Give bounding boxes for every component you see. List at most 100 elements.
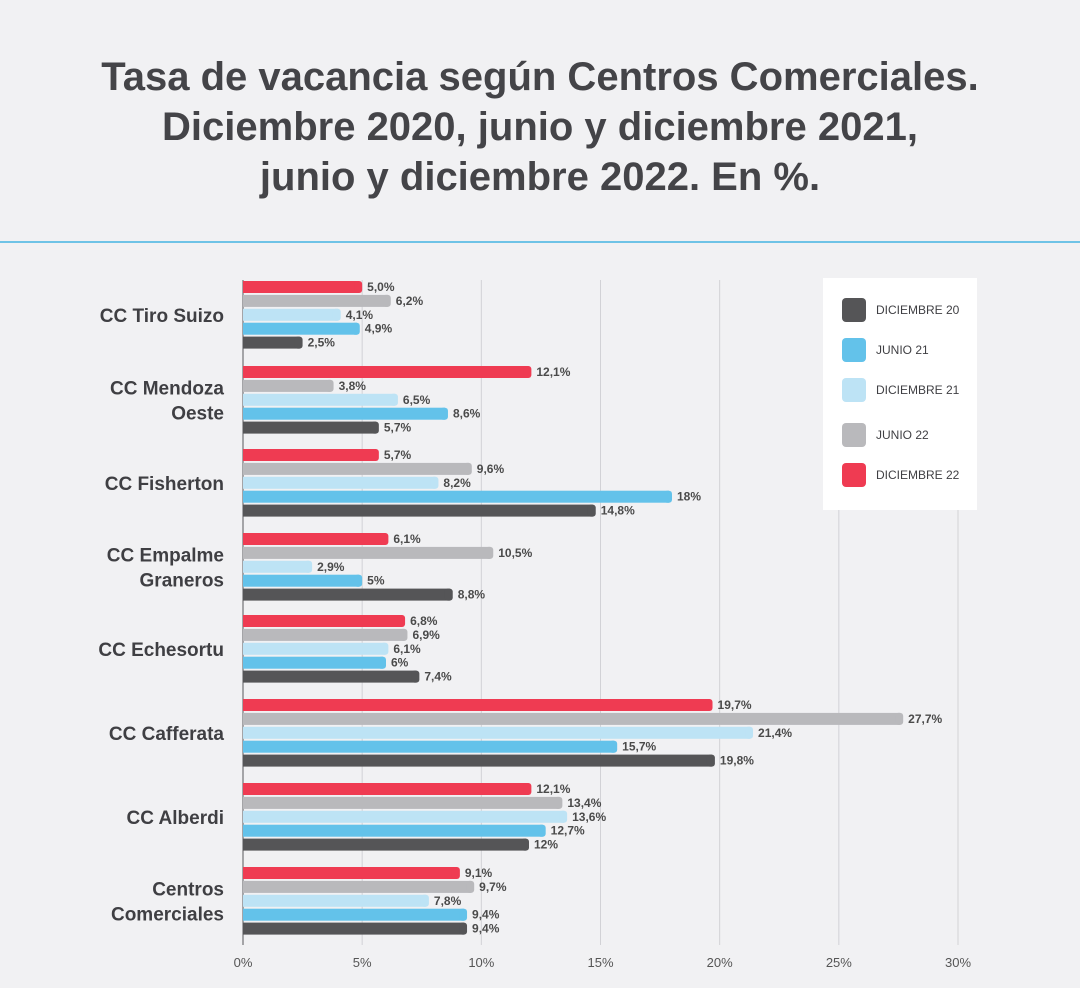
bar-end-diciembre-20	[444, 588, 453, 601]
data-label: 6,8%	[410, 614, 438, 628]
bar-end-junio-21	[609, 740, 618, 753]
bar-diciembre-22	[243, 533, 386, 545]
bar-end-diciembre-21	[304, 560, 313, 573]
bar-end-junio-22	[463, 462, 472, 475]
bar-junio-21	[243, 740, 615, 753]
bar-diciembre-21	[243, 476, 436, 489]
data-label: 9,4%	[472, 908, 500, 922]
bar-end-diciembre-22	[451, 867, 460, 879]
bar-end-diciembre-22	[523, 783, 532, 795]
x-tick-label: 20%	[707, 955, 733, 970]
bar-end-junio-22	[895, 712, 904, 725]
title-divider	[0, 241, 1080, 243]
bar-end-junio-21	[459, 908, 468, 921]
category-label: Centros	[152, 879, 224, 900]
data-label: 9,1%	[465, 866, 493, 880]
data-label: 6,9%	[412, 628, 440, 642]
x-tick-label: 0%	[234, 955, 253, 970]
bars: 5,0%6,2% 4,1%4,9% 2,5% 12,1% 3,8% 6,5% 8,6% 5,7…	[243, 280, 943, 936]
bar-junio-21	[243, 656, 383, 669]
bar-junio-22	[243, 294, 388, 307]
data-label: 6,1%	[393, 642, 421, 656]
legend-label: DICIEMBRE 21	[876, 383, 960, 397]
bar-end-junio-22	[466, 880, 475, 893]
bar-diciembre-22	[243, 449, 376, 461]
legend: DICIEMBRE 20 JUNIO 21 DICIEMBRE 21 JUNIO 22…	[823, 278, 977, 510]
bar-diciembre-21	[243, 560, 310, 573]
bar-end-diciembre-21	[332, 308, 341, 321]
data-label: 9,6%	[477, 462, 505, 476]
bar-end-junio-22	[485, 546, 494, 559]
legend-label: DICIEMBRE 22	[876, 468, 960, 482]
bar-diciembre-20	[243, 754, 712, 767]
data-label: 14,8%	[601, 504, 635, 518]
bar-junio-21	[243, 574, 360, 587]
legend-label: JUNIO 22	[876, 428, 929, 442]
data-label: 27,7%	[908, 712, 942, 726]
data-label: 6%	[391, 656, 409, 670]
bar-end-junio-21	[354, 574, 363, 587]
bar-end-diciembre-20	[370, 421, 379, 434]
bar-junio-22	[243, 379, 331, 392]
bar-diciembre-20	[243, 504, 593, 517]
category-label: Graneros	[140, 570, 224, 591]
data-label: 6,2%	[396, 294, 424, 308]
bar-end-diciembre-20	[459, 922, 468, 935]
data-label: 6,1%	[393, 532, 421, 546]
bar-junio-22	[243, 628, 405, 641]
chart-title: Tasa de vacancia según Centros Comercial…	[0, 52, 1080, 202]
bar-end-junio-21	[351, 322, 360, 335]
x-tick-label: 5%	[353, 955, 372, 970]
data-label: 4,9%	[365, 322, 393, 336]
bar-end-diciembre-21	[430, 476, 439, 489]
bar-diciembre-20	[243, 336, 300, 349]
bar-diciembre-22	[243, 783, 529, 795]
bar-end-junio-21	[439, 407, 448, 420]
category-label: CC Tiro Suizo	[100, 306, 224, 327]
data-label: 4,1%	[346, 308, 374, 322]
bar-diciembre-21	[243, 308, 338, 321]
bar-diciembre-21	[243, 726, 751, 739]
bar-diciembre-21	[243, 810, 565, 823]
data-label: 12,1%	[536, 782, 570, 796]
data-label: 2,5%	[308, 336, 336, 350]
data-label: 7,4%	[424, 670, 452, 684]
bar-junio-21	[243, 407, 445, 420]
data-label: 9,7%	[479, 880, 507, 894]
bar-end-diciembre-21	[745, 726, 754, 739]
bar-end-diciembre-22	[397, 615, 406, 627]
x-axis-ticks: 0% 5% 10% 15% 20% 25% 30%	[234, 955, 972, 970]
bar-diciembre-22	[243, 281, 360, 293]
category-label: CC Alberdi	[127, 808, 224, 829]
bar-end-diciembre-22	[370, 449, 379, 461]
bar-junio-22	[243, 796, 560, 809]
bar-diciembre-20	[243, 670, 417, 683]
bar-junio-21	[243, 490, 669, 503]
data-label: 8,2%	[443, 476, 471, 490]
data-label: 8,8%	[458, 588, 486, 602]
bar-junio-21	[243, 908, 465, 921]
data-label: 19,7%	[718, 698, 752, 712]
bar-end-diciembre-21	[420, 894, 429, 907]
data-label: 3,8%	[339, 379, 367, 393]
bar-end-junio-22	[325, 379, 334, 392]
bar-end-junio-22	[399, 628, 408, 641]
bar-end-junio-21	[664, 490, 672, 503]
bar-diciembre-20	[243, 588, 450, 601]
bar-end-junio-22	[382, 294, 391, 307]
chart-title-line-2: Diciembre 2020, junio y diciembre 2021,	[162, 105, 918, 149]
bar-end-diciembre-20	[521, 838, 529, 851]
bar-diciembre-22	[243, 867, 457, 879]
data-label: 5%	[367, 574, 385, 588]
chart-title-line-3: junio y diciembre 2022. En %.	[259, 155, 821, 199]
bar-end-junio-22	[554, 796, 563, 809]
category-label: CC Echesortu	[98, 640, 224, 661]
bar-end-diciembre-21	[380, 642, 389, 655]
bar-end-diciembre-20	[294, 336, 303, 349]
bar-end-diciembre-21	[559, 810, 568, 823]
bar-diciembre-20	[243, 838, 526, 851]
bar-diciembre-20	[243, 922, 465, 935]
bar-diciembre-22	[243, 366, 529, 378]
data-label: 13,6%	[572, 810, 606, 824]
legend-swatch-diciembre-22	[842, 463, 866, 487]
